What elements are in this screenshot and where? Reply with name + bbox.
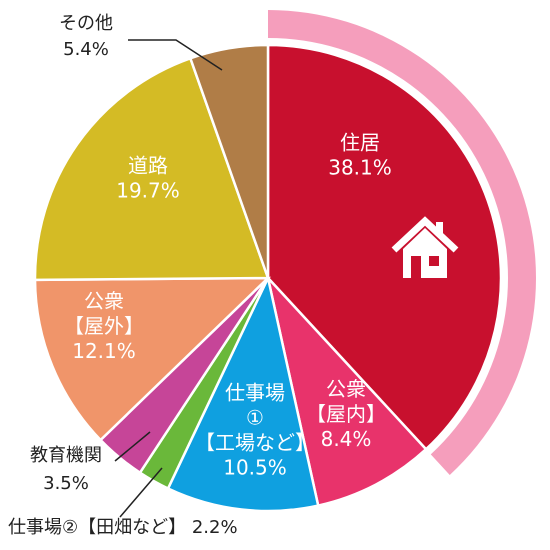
- slice-layer: [33, 43, 503, 513]
- slice-label-0: 住居 38.1%: [328, 131, 392, 180]
- slice-label-5: 公衆【屋外】 12.1%: [64, 289, 144, 363]
- slice-label-7: その他 5.4%: [59, 13, 113, 60]
- slice-label-4: 教育機関 3.5%: [30, 445, 102, 494]
- pie-slice-2: [166, 274, 320, 513]
- house-icon: [391, 216, 459, 278]
- leader-line-7: [128, 39, 223, 71]
- pie-slice-1: [265, 273, 428, 508]
- pie-slice-5: [33, 276, 272, 442]
- leader-line-4: [114, 431, 151, 462]
- slice-label-1: 公衆【屋内】 8.4%: [306, 377, 386, 451]
- highlight-ring: [268, 10, 536, 475]
- leader-line-3: [119, 467, 163, 518]
- slice-label-3: 仕事場②【田畑など】 2.2%: [8, 517, 238, 538]
- pie-slice-0: [266, 43, 503, 451]
- pie-slice-7: [188, 43, 270, 279]
- label-layer: 住居 38.1% 公衆【屋内】 8.4%仕事場 ① 【工場など】 10.5% 公衆【屋外】 12…: [8, 13, 459, 538]
- slice-label-2: 仕事場 ① 【工場など】 10.5%: [195, 381, 315, 480]
- slice-label-6: 道路 19.7%: [116, 154, 180, 203]
- highlight-ring-layer: [268, 10, 536, 475]
